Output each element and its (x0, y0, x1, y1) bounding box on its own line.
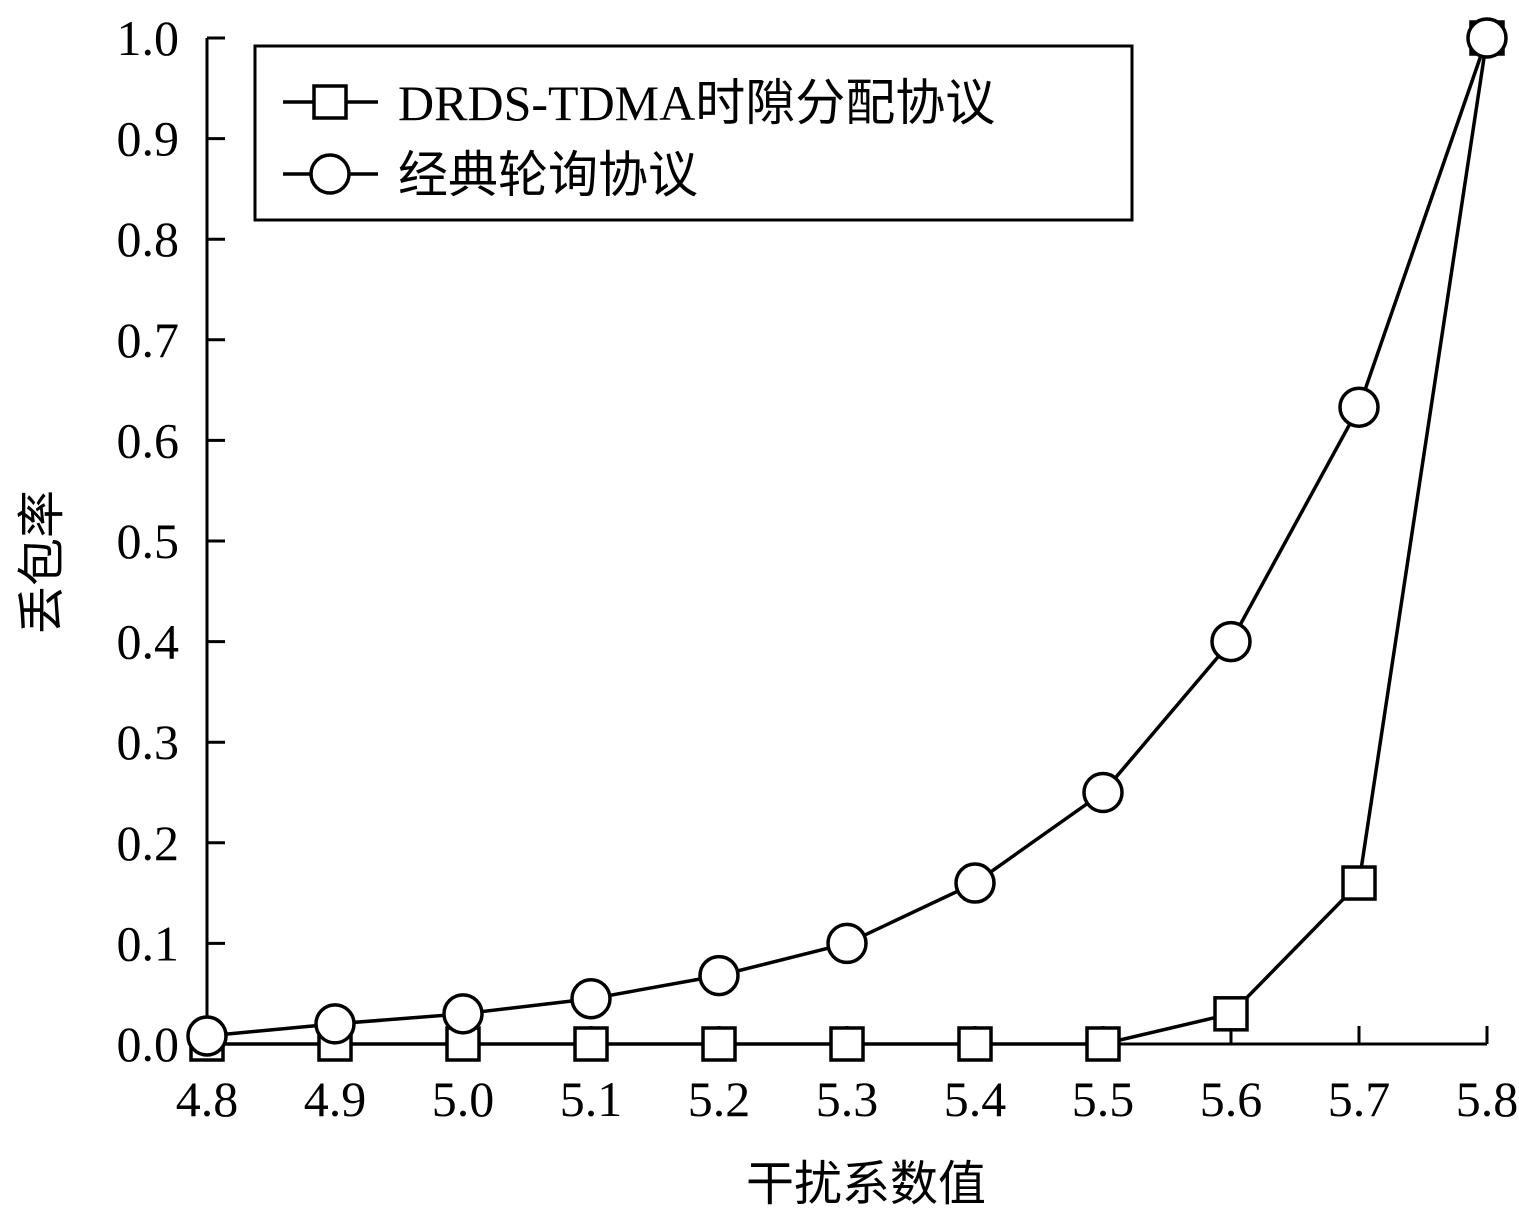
square-marker (1085, 1026, 1121, 1062)
circle-marker (186, 1015, 228, 1057)
circle-marker (1338, 386, 1380, 428)
circle-marker (1082, 771, 1124, 814)
circle-marker (570, 977, 612, 1020)
x-tick-label: 5.4 (944, 1071, 1007, 1127)
x-tick-label: 5.1 (560, 1071, 623, 1127)
x-tick-label: 5.0 (432, 1071, 495, 1127)
y-tick-label: 0.9 (117, 111, 180, 167)
x-tick-label: 5.7 (1328, 1071, 1391, 1127)
circle-marker (442, 993, 484, 1035)
y-axis-title: 丢包率 (14, 490, 70, 634)
circle-marker (698, 954, 740, 997)
x-tick-label: 5.5 (1072, 1071, 1135, 1127)
x-tick-label: 5.8 (1456, 1071, 1519, 1127)
square-marker (1213, 996, 1249, 1032)
square-marker (957, 1026, 993, 1062)
square-marker (573, 1026, 609, 1062)
legend-label: DRDS-TDMA时隙分配协议 (398, 75, 995, 131)
y-tick-label: 0.7 (117, 312, 180, 368)
y-tick-label: 0.1 (117, 915, 180, 971)
square-marker (701, 1026, 737, 1062)
y-tick-label: 0.8 (117, 211, 180, 267)
circle-marker (1210, 620, 1252, 663)
square-marker (829, 1026, 865, 1062)
y-tick-label: 0.6 (117, 412, 180, 468)
y-tick-label: 0.2 (117, 815, 180, 871)
x-tick-label: 4.8 (176, 1071, 239, 1127)
legend-label: 经典轮询协议 (398, 147, 698, 203)
x-tick-label: 5.3 (816, 1071, 879, 1127)
ticks: 4.8 4.9 5.0 5.1 5.2 5.3 5.4 5.5 5.6 5.7 5.8 0.0 0.1 0… (117, 10, 1519, 1127)
x-tick-label: 5.2 (688, 1071, 751, 1127)
y-tick-label: 0.0 (117, 1016, 180, 1072)
series-layer (186, 17, 1508, 1062)
legend-square-marker (312, 84, 348, 120)
legend-circle-marker (309, 153, 351, 195)
y-tick-label: 0.5 (117, 513, 180, 569)
x-tick-label: 4.9 (304, 1071, 367, 1127)
circle-marker (954, 862, 996, 904)
circle-marker (1466, 17, 1508, 59)
x-tick-label: 5.6 (1200, 1071, 1263, 1127)
x-axis-title: 干扰系数值 (746, 1156, 986, 1212)
square-marker (1341, 865, 1377, 901)
y-tick-label: 1.0 (117, 10, 180, 66)
y-tick-label: 0.4 (117, 614, 180, 670)
y-tick-label: 0.3 (117, 714, 180, 770)
circle-marker (826, 922, 868, 965)
legend-box (253, 44, 1134, 222)
circle-marker (314, 1003, 356, 1045)
series-2 (186, 17, 1508, 1057)
